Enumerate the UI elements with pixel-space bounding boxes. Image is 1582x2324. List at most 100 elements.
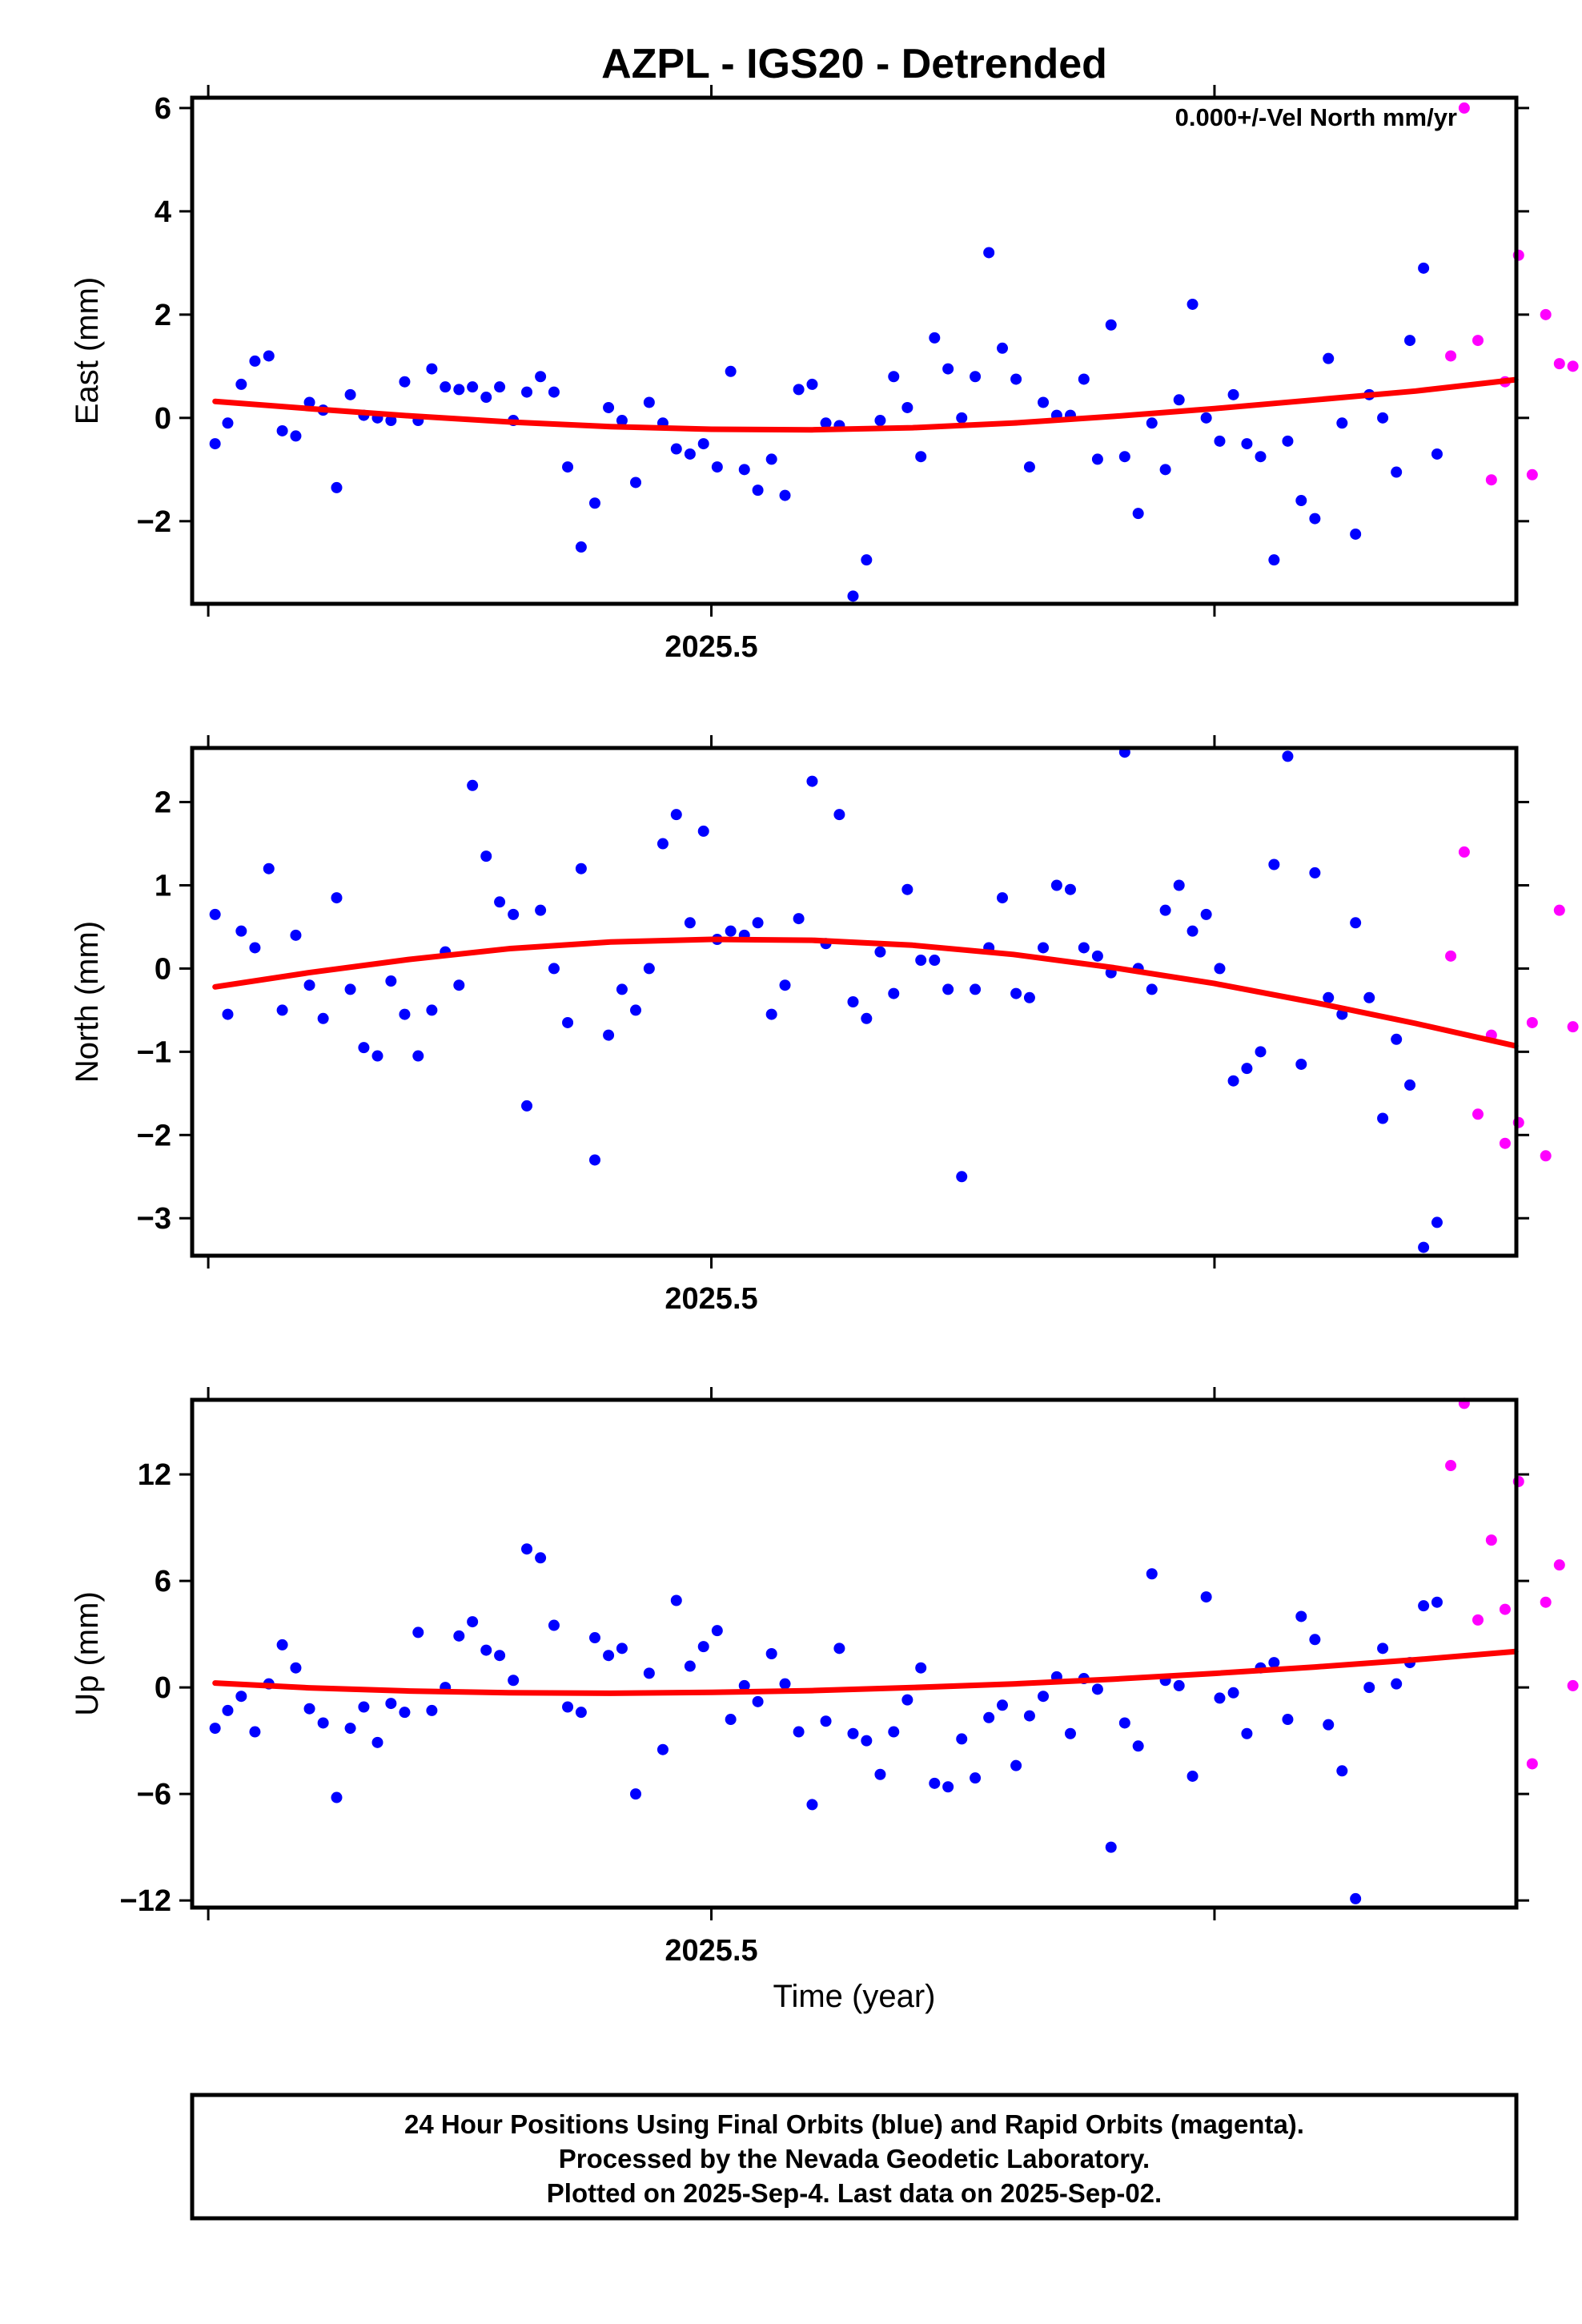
final-orbit-point bbox=[385, 1698, 397, 1710]
fit-curve bbox=[212, 1648, 1519, 1696]
final-orbit-point bbox=[1255, 1046, 1267, 1058]
footer-frame bbox=[190, 2093, 1519, 2221]
final-orbit-point bbox=[1295, 495, 1307, 507]
final-orbit-point bbox=[562, 1701, 574, 1713]
final-orbit-point bbox=[1323, 991, 1335, 1003]
final-orbit-point bbox=[276, 1638, 288, 1651]
final-orbit-point bbox=[1377, 1642, 1389, 1655]
final-orbit-point bbox=[358, 1701, 370, 1713]
final-orbit-point bbox=[1146, 1568, 1158, 1580]
final-orbit-point bbox=[1118, 451, 1130, 463]
final-orbit-point bbox=[956, 412, 968, 424]
final-orbit-point bbox=[290, 430, 302, 442]
final-orbit-point bbox=[616, 415, 628, 427]
final-orbit-point bbox=[888, 371, 900, 383]
final-orbit-point bbox=[1050, 879, 1062, 891]
final-orbit-point bbox=[399, 1707, 411, 1719]
final-orbit-point bbox=[861, 1012, 873, 1024]
fit-curve bbox=[212, 376, 1519, 433]
final-orbit-point bbox=[630, 476, 642, 489]
final-orbit-point bbox=[1268, 1657, 1280, 1669]
x-tick-label: 2025.5 bbox=[665, 1282, 757, 1316]
final-orbit-point bbox=[1431, 1216, 1443, 1228]
y-tick-label: 0 bbox=[155, 402, 171, 436]
final-orbit-point bbox=[942, 363, 954, 375]
final-orbit-point bbox=[929, 1777, 941, 1789]
x-axis-label: Time (year) bbox=[773, 1979, 936, 2014]
final-orbit-point bbox=[249, 942, 261, 954]
final-orbit-point bbox=[399, 376, 411, 388]
final-orbit-point bbox=[276, 424, 288, 436]
final-orbit-point bbox=[235, 378, 247, 390]
final-orbit-point bbox=[1309, 866, 1321, 879]
final-orbit-point bbox=[820, 417, 832, 429]
y-tick-label: −12 bbox=[120, 1884, 171, 1918]
y-tick-label: 2 bbox=[155, 299, 171, 332]
final-orbit-point bbox=[467, 381, 479, 393]
final-orbit-point bbox=[1010, 987, 1022, 999]
rapid-orbit-point bbox=[1553, 358, 1565, 370]
final-orbit-point bbox=[1064, 883, 1076, 895]
x-tick-label: 2025.5 bbox=[665, 630, 757, 664]
rapid-orbit-point bbox=[1540, 1596, 1552, 1608]
final-orbit-point bbox=[263, 862, 275, 875]
final-orbit-point bbox=[779, 489, 791, 501]
final-orbit-point bbox=[1091, 453, 1103, 465]
final-orbit-point bbox=[1391, 1033, 1403, 1045]
up-panel: −12 −6 0 6 12 2025.5 Up (mm) bbox=[70, 1387, 1579, 1968]
y-tick-label: 6 bbox=[155, 92, 171, 126]
final-orbit-point bbox=[426, 1704, 438, 1716]
final-orbit-point bbox=[915, 1662, 927, 1674]
final-orbit-point bbox=[235, 925, 247, 937]
final-orbit-point bbox=[1214, 1692, 1226, 1704]
final-orbit-point bbox=[209, 908, 221, 920]
final-orbit-point bbox=[1038, 396, 1050, 408]
footer-line-3: Plotted on 2025-Sep-4. Last data on 2025… bbox=[547, 2178, 1162, 2208]
final-orbit-point bbox=[901, 883, 913, 895]
final-orbit-point bbox=[779, 1678, 791, 1690]
rapid-orbit-point bbox=[1540, 308, 1552, 320]
final-orbit-point bbox=[588, 1154, 600, 1166]
final-orbit-point bbox=[1159, 904, 1171, 916]
final-orbit-point bbox=[548, 963, 560, 975]
final-orbit-point bbox=[1363, 991, 1375, 1003]
final-orbit-point bbox=[548, 386, 560, 398]
rapid-orbit-point bbox=[1567, 360, 1579, 372]
y-axis-label: North (mm) bbox=[70, 921, 105, 1083]
final-orbit-point bbox=[929, 332, 941, 344]
final-orbit-point bbox=[344, 388, 356, 400]
final-orbit-point bbox=[548, 1619, 560, 1631]
final-orbit-point bbox=[1431, 448, 1443, 460]
rapid-orbit-point bbox=[1485, 474, 1497, 486]
rapid-orbit-point bbox=[1472, 1614, 1484, 1626]
final-orbit-point bbox=[1214, 963, 1226, 975]
final-orbit-point bbox=[371, 1050, 383, 1062]
final-orbit-point bbox=[725, 1714, 737, 1726]
final-orbit-point bbox=[711, 1625, 723, 1637]
final-orbit-point bbox=[697, 825, 709, 837]
final-orbit-point bbox=[603, 1029, 615, 1041]
final-orbit-point bbox=[1295, 1610, 1307, 1622]
final-orbit-point bbox=[1010, 373, 1022, 385]
final-orbit-point bbox=[1132, 508, 1144, 520]
rapid-orbit-point bbox=[1553, 904, 1565, 916]
plot-frame bbox=[190, 746, 1519, 1258]
final-orbit-point bbox=[1023, 991, 1035, 1003]
y-axis-label: Up (mm) bbox=[70, 1591, 105, 1716]
rapid-orbit-point bbox=[1445, 950, 1457, 962]
final-orbit-point bbox=[1105, 1841, 1117, 1853]
final-orbit-point bbox=[997, 1699, 1009, 1711]
final-orbit-point bbox=[616, 1642, 628, 1655]
final-orbit-point bbox=[575, 1707, 587, 1719]
final-orbit-point bbox=[1350, 917, 1362, 929]
final-orbit-point bbox=[806, 775, 818, 787]
final-orbit-point bbox=[956, 1733, 968, 1745]
final-orbit-point bbox=[453, 384, 465, 396]
final-orbit-point bbox=[725, 365, 737, 377]
north-panel: −3 −2 −1 0 1 2 2025.5 North (mm) bbox=[70, 735, 1579, 1316]
final-orbit-point bbox=[888, 1726, 900, 1738]
final-orbit-point bbox=[1200, 1591, 1212, 1603]
final-orbit-point bbox=[711, 461, 723, 473]
final-orbit-point bbox=[1200, 908, 1212, 920]
final-orbit-point bbox=[861, 1735, 873, 1747]
